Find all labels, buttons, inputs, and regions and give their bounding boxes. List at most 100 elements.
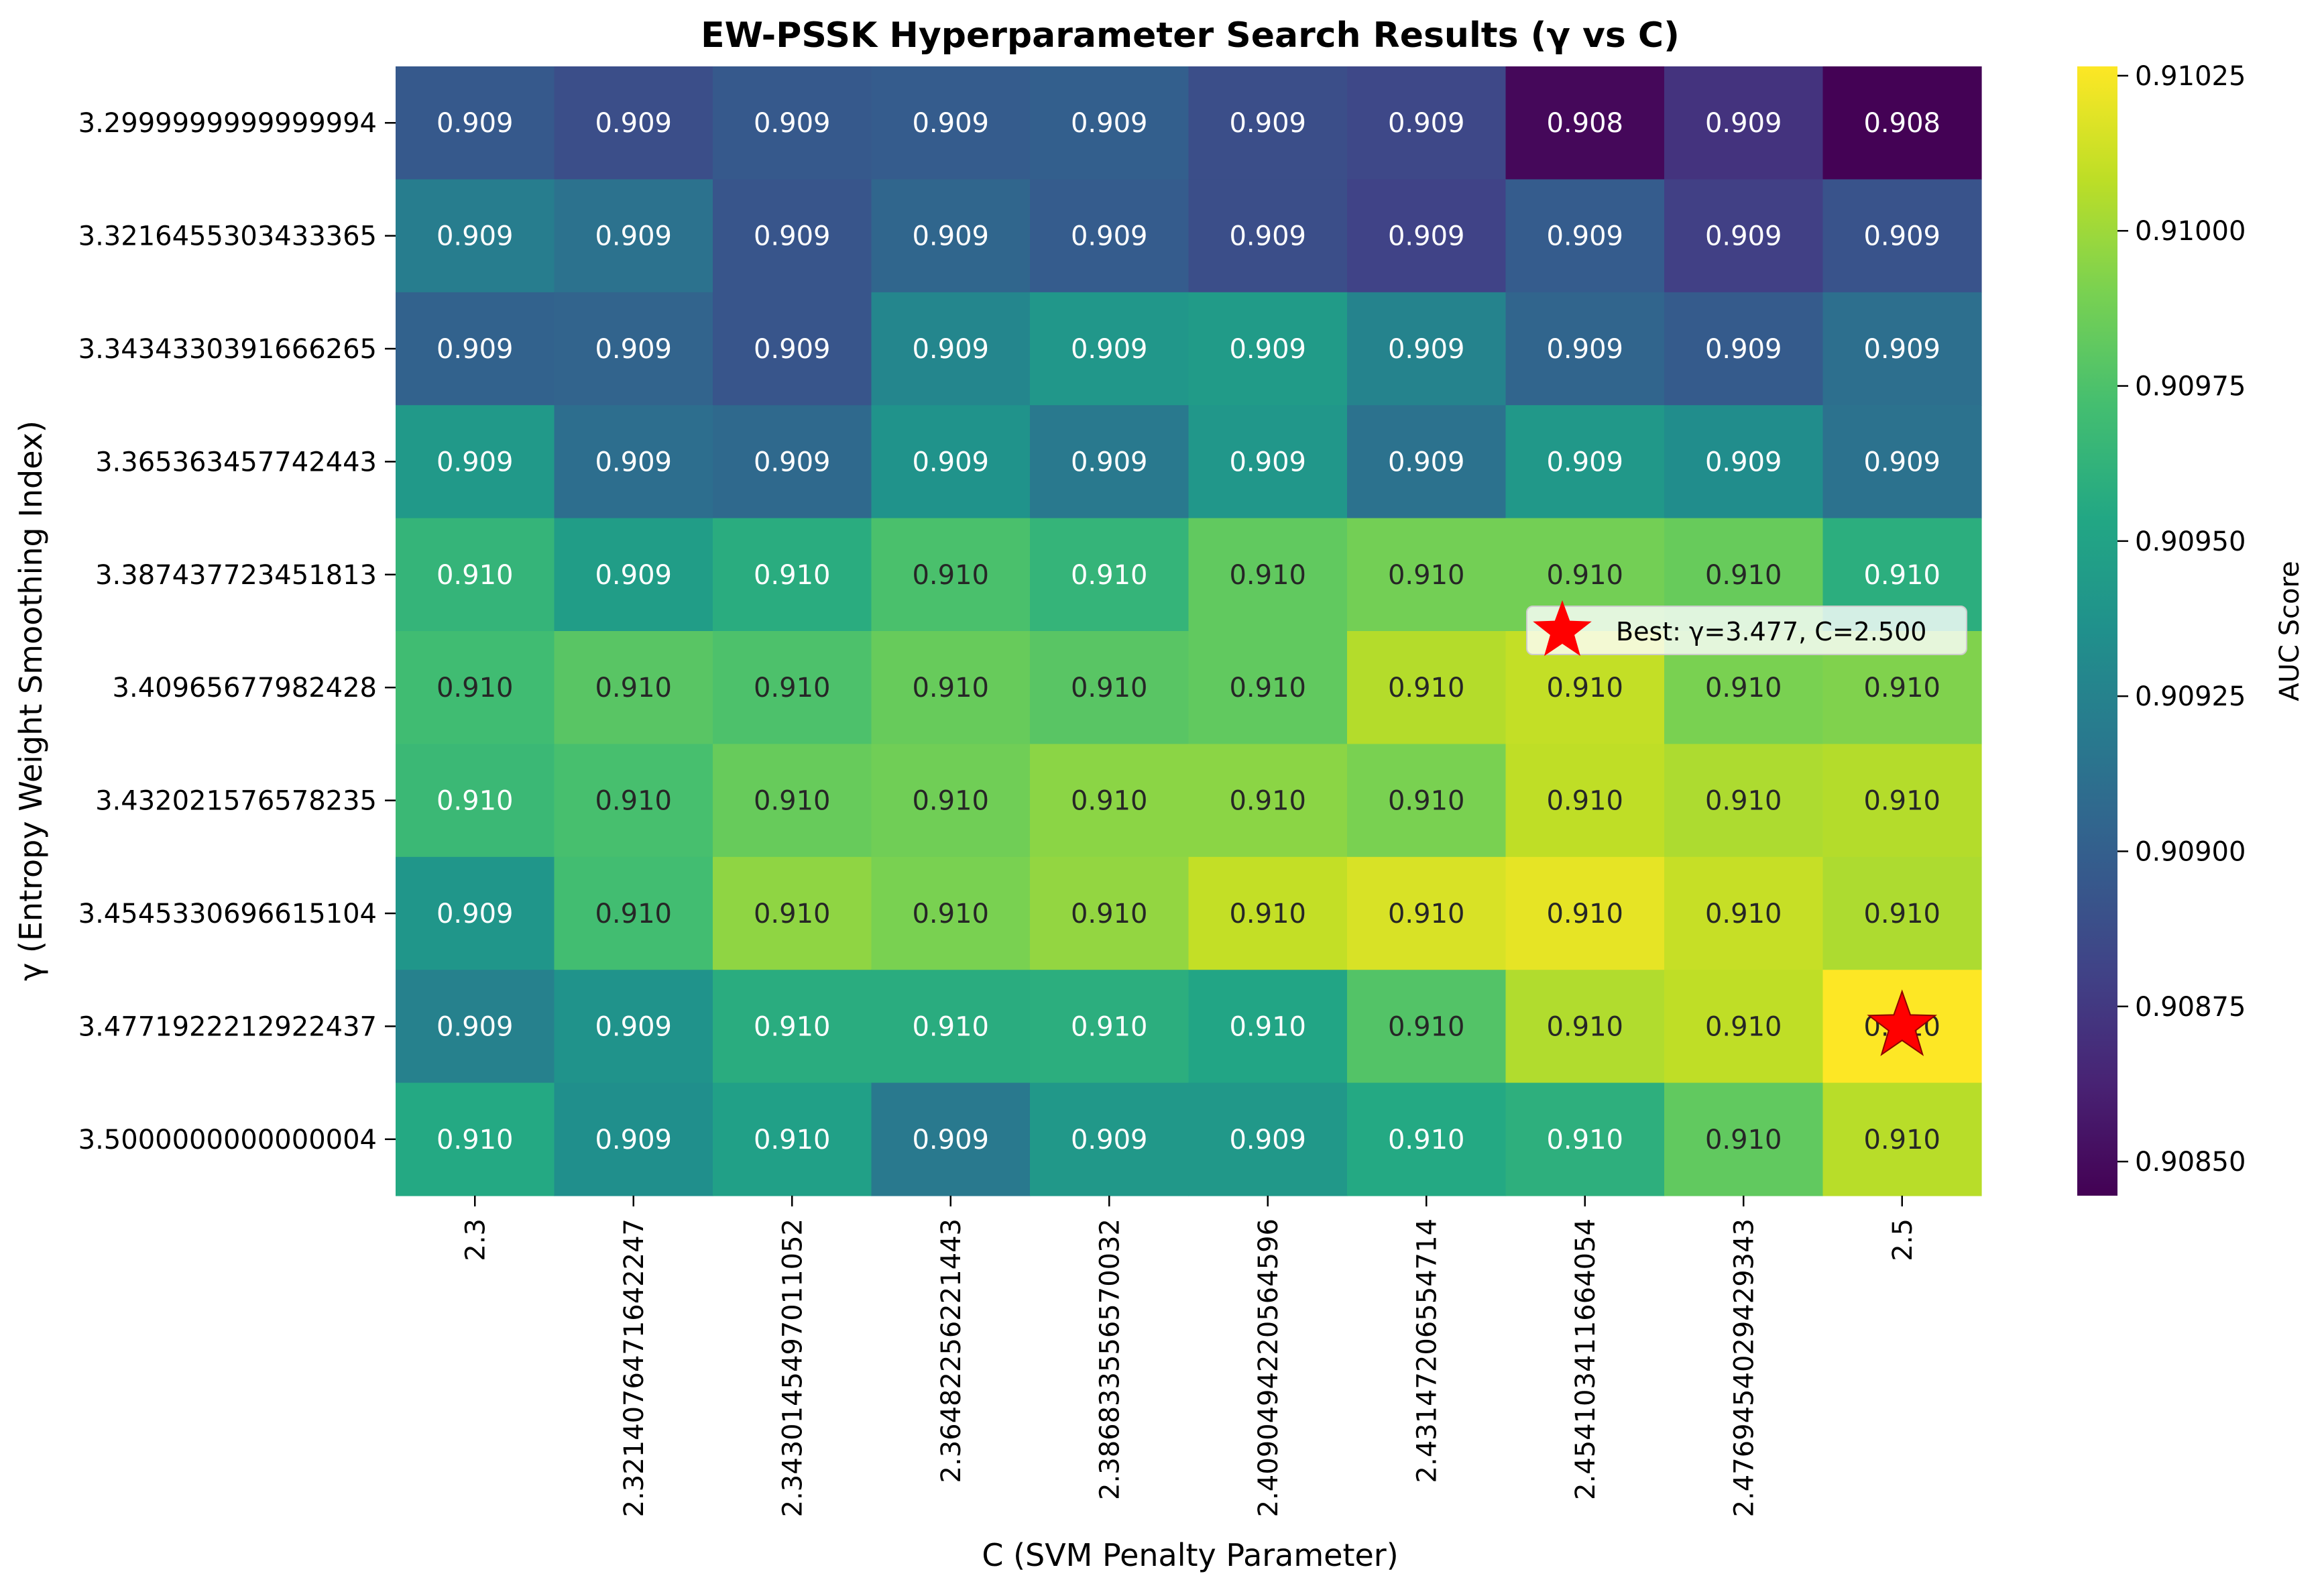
cell-value-label: 0.909	[437, 108, 514, 139]
heatmap-cell	[871, 970, 1031, 1084]
cell-value-label: 0.910	[1863, 786, 1940, 817]
colorbar-tick-label: 0.90900	[2135, 836, 2246, 867]
heatmap-cell	[1505, 970, 1665, 1084]
cell-value-label: 0.910	[912, 786, 989, 817]
heatmap-cell	[1664, 179, 1824, 293]
colorbar: 0.90850 0.90875 0.90900 0.90925 0.90950 0.909…	[2077, 61, 2305, 1196]
cell-value-label: 0.910	[1071, 899, 1148, 929]
heatmap-cell	[1030, 744, 1189, 858]
heatmap-cell	[871, 856, 1031, 970]
cell-value-label: 0.909	[1546, 334, 1623, 365]
cell-value-label: 0.909	[437, 334, 514, 365]
legend: Best: γ=3.477, C=2.500	[1526, 600, 1967, 657]
cell-value-label: 0.910	[595, 786, 672, 817]
heatmap-cell	[1030, 970, 1189, 1084]
y-tick-label: 3.365363457742443	[95, 447, 377, 477]
cell-value-label: 0.910	[754, 786, 831, 817]
heatmap-cell	[1664, 1082, 1824, 1196]
heatmap-cell	[1822, 66, 1982, 180]
cell-value-label: 0.909	[912, 108, 989, 139]
heatmap-cell	[1664, 970, 1824, 1084]
cell-value-label: 0.909	[1229, 108, 1306, 139]
cell-value-label: 0.910	[1705, 1125, 1782, 1155]
cell-value-label: 0.910	[754, 1125, 831, 1155]
cell-value-label: 0.910	[1229, 786, 1306, 817]
cell-value-label: 0.910	[1705, 899, 1782, 929]
cell-value-label: 0.910	[912, 1011, 989, 1042]
cell-value-label: 0.909	[1388, 108, 1465, 139]
cell-value-label: 0.909	[437, 447, 514, 477]
cell-value-label: 0.909	[1546, 447, 1623, 477]
heatmap-cell	[1030, 292, 1189, 406]
heatmap-cells	[396, 66, 1982, 1196]
cell-value-label: 0.910	[1546, 786, 1623, 817]
x-tick-label: 2.38683355657003​2	[1094, 1218, 1125, 1500]
cell-value-label: 0.908	[1863, 108, 1940, 139]
y-tick-label: 3.2999999999999994	[78, 108, 377, 139]
heatmap-cell	[871, 744, 1031, 858]
heatmap-cell	[1505, 292, 1665, 406]
heatmap-cell	[1188, 405, 1348, 519]
colorbar-gradient	[2077, 66, 2117, 1196]
heatmap-cell	[1347, 518, 1507, 632]
heatmap-cell	[1347, 856, 1507, 970]
x-axis-label: C (SVM Penalty Parameter)	[982, 1537, 1398, 1573]
cell-value-label: 0.910	[754, 560, 831, 591]
heatmap-cell	[396, 1082, 555, 1196]
heatmap-cell	[871, 518, 1031, 632]
heatmap-cell	[554, 970, 713, 1084]
colorbar-tick-label: 0.90950	[2135, 526, 2246, 557]
colorbar-label: AUC Score	[2274, 561, 2305, 701]
heatmap-cell	[713, 1082, 872, 1196]
heatmap-cell	[396, 66, 555, 180]
cell-value-label: 0.909	[1229, 221, 1306, 252]
x-tick-label: 2.364822562214​43	[936, 1218, 967, 1483]
cell-value-label: 0.910	[912, 560, 989, 591]
heatmap-cell	[1664, 66, 1824, 180]
cell-value-label: 0.910	[437, 560, 514, 591]
cell-value-label: 0.909	[1229, 1125, 1306, 1155]
cell-value-label: 0.909	[754, 221, 831, 252]
cell-value-label: 0.909	[912, 334, 989, 365]
heatmap-cell	[554, 1082, 713, 1196]
cell-value-label: 0.908	[1546, 108, 1623, 139]
cell-value-label: 0.910	[754, 899, 831, 929]
cell-value-label: 0.909	[1071, 447, 1148, 477]
legend-box	[1526, 606, 1967, 655]
cell-value-label: 0.909	[754, 108, 831, 139]
cell-value-label: 0.910	[1229, 899, 1306, 929]
best-marker	[1867, 989, 1938, 1056]
heatmap-cell	[1822, 1082, 1982, 1196]
heatmap-cell	[1347, 970, 1507, 1084]
cell-value-label: 0.910	[1229, 1011, 1306, 1042]
heatmap-cell	[1822, 856, 1982, 970]
heatmap-cell	[713, 405, 872, 519]
cell-value-label: 0.910	[1229, 673, 1306, 703]
cell-value-label: 0.909	[595, 447, 672, 477]
heatmap-cell	[1030, 405, 1189, 519]
heatmap-cell	[1188, 856, 1348, 970]
heatmap-cell	[713, 66, 872, 180]
cell-value-label: 0.910	[1388, 899, 1465, 929]
heatmap-cell	[1822, 744, 1982, 858]
heatmap-cell	[871, 66, 1031, 180]
best-star-icon	[1867, 989, 1938, 1056]
colorbar-tick-label: 0.91025	[2135, 61, 2246, 92]
cell-value-label: 0.909	[1388, 334, 1465, 365]
heatmap-cell	[554, 179, 713, 293]
heatmap-cell	[1188, 179, 1348, 293]
cell-value-label: 0.909	[1863, 221, 1940, 252]
cell-value-label: 0.909	[437, 899, 514, 929]
cell-value-label: 0.909	[595, 108, 672, 139]
cell-value-label: 0.909	[1705, 108, 1782, 139]
cell-value-label: 0.910	[1388, 786, 1465, 817]
cell-value-label: 0.910	[1705, 673, 1782, 703]
cell-value-label: 0.910	[1071, 673, 1148, 703]
colorbar-ticks: 0.90850 0.90875 0.90900 0.90925 0.90950 0.909…	[2117, 61, 2246, 1178]
x-axis: 2.3 2.321407647164224​7 2.343014549701105​…	[460, 1196, 1918, 1517]
chart-title: EW-PSSK Hyperparameter Search Results (γ…	[701, 15, 1680, 56]
cell-value-label: 0.909	[1071, 221, 1148, 252]
y-tick-label: 3.4545330696615104	[78, 899, 377, 929]
cell-value-label: 0.909	[595, 221, 672, 252]
y-tick-label: 3.4771922212922437	[78, 1011, 377, 1042]
